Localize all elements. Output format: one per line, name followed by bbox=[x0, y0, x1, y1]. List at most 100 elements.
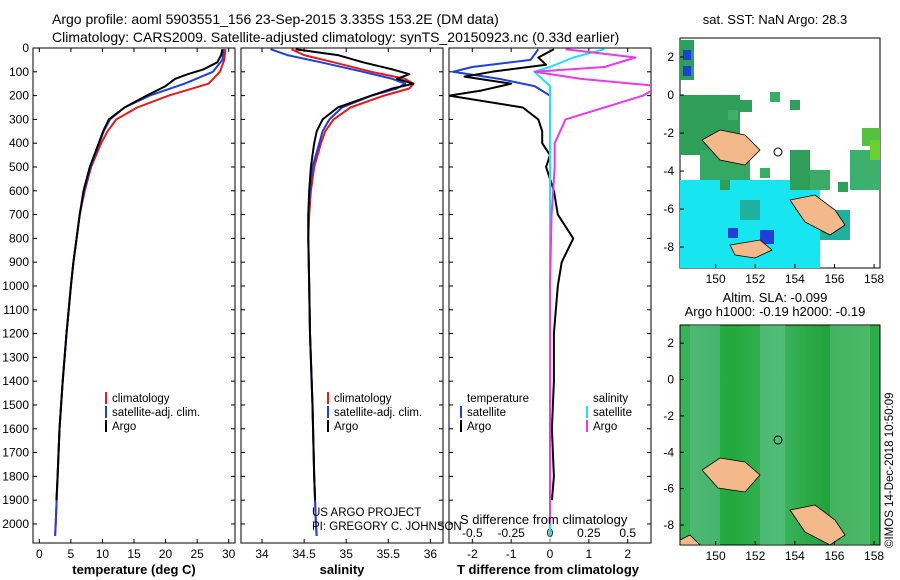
salinity-panel-frame bbox=[240, 47, 444, 544]
salinity-legend: climatology satellite-adj. clim. Argo US… bbox=[312, 392, 462, 533]
x-tick-label: 2 bbox=[624, 547, 631, 561]
y-tick-label: 500 bbox=[9, 160, 29, 174]
y-tick-label: 0 bbox=[22, 41, 29, 55]
sla-map-title-line1: Altim. SLA: -0.099 bbox=[723, 290, 828, 305]
s-difference-axis-label: S difference from climatology bbox=[460, 512, 628, 527]
figure-title-line2: Climatology: CARS2009. Satellite-adjuste… bbox=[52, 29, 619, 45]
temperature-panel-frame bbox=[32, 47, 236, 544]
sst-map-y-tick-label: -4 bbox=[663, 164, 674, 178]
sla-map-y-tick-label: -2 bbox=[663, 409, 674, 423]
series-group bbox=[54, 48, 227, 536]
x-tick-label: 35.5 bbox=[377, 547, 401, 561]
x-tick-label: 10 bbox=[96, 547, 110, 561]
sst-map-y-tick-label: 0 bbox=[667, 88, 674, 102]
sla-map-field bbox=[680, 325, 870, 545]
y-tick-label: 1800 bbox=[2, 469, 29, 483]
y-tick-label: 1400 bbox=[2, 374, 29, 388]
legend-s-satellite: satellite bbox=[593, 407, 632, 419]
sst-map-x-tick-label: 154 bbox=[785, 272, 805, 286]
legend-salinity-heading: salinity bbox=[593, 393, 628, 405]
legend-t-argo: Argo bbox=[467, 421, 491, 433]
x-tick-label: 30 bbox=[222, 547, 236, 561]
series-line-argo bbox=[295, 48, 415, 501]
sst-map-x-tick-label: 150 bbox=[706, 272, 726, 286]
sla-map-y-tick-label: 0 bbox=[667, 373, 674, 387]
y-tick-label: 400 bbox=[9, 136, 29, 150]
y-tick-label: 200 bbox=[9, 89, 29, 103]
y-tick-label: 100 bbox=[9, 65, 29, 79]
y-tick-label: 1100 bbox=[3, 303, 29, 317]
sla-map-title-line2: Argo h1000: -0.19 h2000: -0.19 bbox=[685, 304, 866, 319]
project-annotation: US ARGO PROJECT bbox=[312, 507, 421, 519]
series-line-salinity-argo bbox=[533, 48, 651, 524]
legend-climatology: climatology bbox=[112, 393, 170, 405]
legend-argo: Argo bbox=[334, 421, 358, 433]
legend-temperature-heading: temperature bbox=[467, 393, 529, 405]
salinity-axis-label: salinity bbox=[320, 562, 366, 577]
y-tick-label: 1300 bbox=[2, 350, 29, 364]
x-top-tick-label: -0.25 bbox=[497, 526, 525, 540]
sst-map-y-tick-label: -6 bbox=[663, 202, 674, 216]
sst-map-y-tick-label: 2 bbox=[667, 50, 674, 64]
x-tick-label: -2 bbox=[467, 547, 478, 561]
x-top-tick-label: 0.5 bbox=[619, 526, 636, 540]
x-tick-label: -1 bbox=[506, 547, 517, 561]
legend-satellite: satellite-adj. clim. bbox=[334, 407, 422, 419]
sla-map-frame bbox=[679, 324, 881, 546]
y-tick-label: 900 bbox=[9, 255, 29, 269]
x-tick-label: 35 bbox=[340, 547, 354, 561]
x-tick-label: 25 bbox=[190, 547, 204, 561]
x-top-tick-label: 0.25 bbox=[577, 526, 601, 540]
sst-map-field bbox=[680, 40, 880, 268]
sla-map-y-tick-label: -4 bbox=[663, 445, 674, 459]
y-tick-label: 1200 bbox=[2, 327, 29, 341]
pi-annotation: PI: GREGORY C. JOHNSON bbox=[312, 521, 462, 533]
x-tick-label: 15 bbox=[127, 547, 141, 561]
series-line-temperature-argo bbox=[449, 48, 575, 501]
y-tick-label: 700 bbox=[9, 208, 29, 222]
y-tick-label: 800 bbox=[9, 231, 29, 245]
x-tick-label: 0 bbox=[36, 547, 43, 561]
sst-map-y-tick-label: -8 bbox=[663, 240, 674, 254]
sst-map-y-tick-label: -2 bbox=[663, 126, 674, 140]
x-tick-label: 1 bbox=[586, 547, 593, 561]
sst-map-x-tick-label: 158 bbox=[864, 272, 884, 286]
y-tick-label: 2000 bbox=[2, 517, 29, 531]
y-tick-label: 300 bbox=[9, 112, 29, 126]
sla-map-x-tick-label: 150 bbox=[706, 549, 726, 563]
imos-credit: ©IMOS 14-Dec-2018 10:50:09 bbox=[884, 392, 896, 548]
x-top-tick-label: -0.5 bbox=[462, 526, 483, 540]
sla-map-y-tick-label: -6 bbox=[663, 482, 674, 496]
figure-title-line1: Argo profile: aoml 5903551_156 23-Sep-20… bbox=[52, 11, 499, 27]
legend-climatology: climatology bbox=[334, 393, 392, 405]
sla-map: Altim. SLA: -0.099 Argo h1000: -0.19 h20… bbox=[679, 290, 881, 546]
y-tick-label: 1000 bbox=[2, 279, 29, 293]
series-group bbox=[270, 48, 415, 536]
profile-panels: 0 5 10 15 20 25 300100200300400500600700800900… bbox=[2, 41, 651, 561]
y-tick-label: 1600 bbox=[2, 422, 29, 436]
temperature-axis-label: temperature (deg C) bbox=[72, 562, 196, 577]
sst-map-x-tick-label: 156 bbox=[824, 272, 844, 286]
x-tick-label: 34.5 bbox=[292, 547, 316, 561]
x-tick-label: 36 bbox=[424, 547, 438, 561]
x-tick-label: 0 bbox=[547, 547, 554, 561]
y-tick-label: 1700 bbox=[2, 446, 29, 460]
t-difference-axis-label: T difference from climatology bbox=[457, 562, 640, 577]
series-line-argo bbox=[55, 48, 224, 501]
legend-argo: Argo bbox=[112, 421, 136, 433]
sst-map-title: sat. SST: NaN Argo: 28.3 bbox=[703, 12, 848, 27]
y-tick-label: 600 bbox=[9, 184, 29, 198]
sla-map-y-tick-label: 2 bbox=[667, 336, 674, 350]
legend-s-argo: Argo bbox=[593, 421, 617, 433]
sla-map-y-tick-label: -8 bbox=[663, 518, 674, 532]
x-tick-label: 34 bbox=[255, 547, 269, 561]
sla-map-x-tick-label: 152 bbox=[745, 549, 765, 563]
x-tick-label: 5 bbox=[68, 547, 75, 561]
sst-map: sat. SST: NaN Argo: 28.3 bbox=[679, 12, 881, 269]
sla-map-x-tick-label: 158 bbox=[864, 549, 884, 563]
y-tick-label: 1500 bbox=[2, 398, 29, 412]
sla-map-x-tick-label: 156 bbox=[824, 549, 844, 563]
temperature-legend: climatology satellite-adj. clim. Argo bbox=[105, 392, 200, 433]
